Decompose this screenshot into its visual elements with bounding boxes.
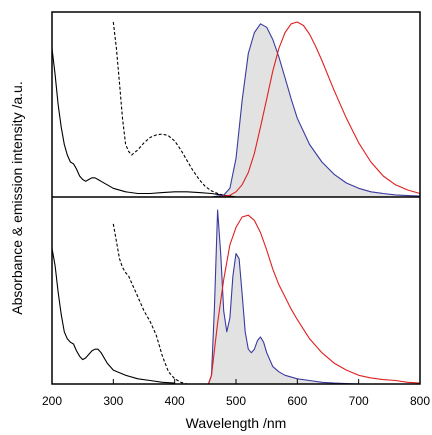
panel-top-series-1-line [51,48,237,198]
panel-bottom-series-1-line [51,248,175,384]
x-tick-label-300: 300 [103,394,123,408]
panel-top-series-3-fill [211,23,420,197]
panel-bottom-series-3-fill [208,210,420,384]
x-tick-label-400: 400 [165,394,185,408]
panel-top-series-2-line [112,21,230,197]
x-axis-title: Wavelength /nm [186,415,287,431]
x-tick-label-500: 500 [226,394,246,408]
fill-layer [208,23,420,384]
panel-bottom-series-4-line [207,214,421,385]
x-tick-label-700: 700 [349,394,369,408]
series-layer [51,21,421,385]
tick-layer: 200 300 400 500 600 700 800 [42,379,430,408]
panel-top-series-3-line [211,23,421,198]
panel-bottom-series-3-line [207,209,420,385]
x-tick-label-200: 200 [42,394,62,408]
y-axis-title: Absorbance & emission intensity /a.u. [9,81,25,314]
panel-bottom-series-2-line [112,223,188,385]
x-tick-label-600: 600 [287,394,307,408]
panel-top-series-4-line [217,21,421,198]
x-tick-label-800: 800 [410,394,430,408]
